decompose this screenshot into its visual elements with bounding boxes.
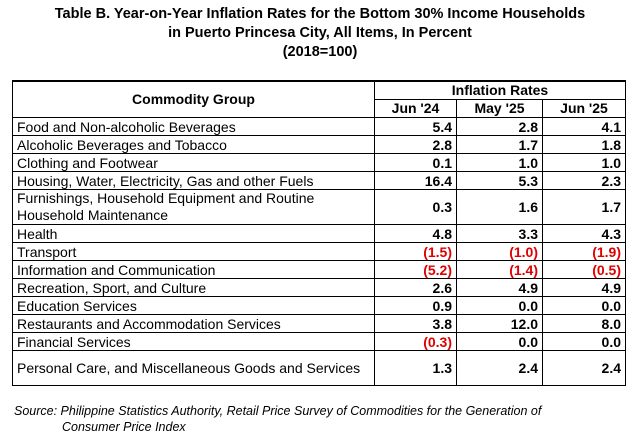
table-row: Housing, Water, Electricity, Gas and oth… bbox=[12, 171, 626, 190]
commodity-name: Financial Services bbox=[12, 332, 375, 351]
title-line-3: (2018=100) bbox=[282, 44, 358, 60]
table-row: Personal Care, and Miscellaneous Goods a… bbox=[12, 350, 626, 386]
rate-value: 3.3 bbox=[456, 224, 543, 243]
title-line-2: in Puerto Princesa City, All Items, In P… bbox=[168, 25, 472, 41]
rate-value: 1.0 bbox=[456, 153, 543, 172]
rate-value: 2.8 bbox=[456, 117, 543, 136]
source-line-2: Consumer Price Index bbox=[62, 420, 186, 434]
commodity-name: Personal Care, and Miscellaneous Goods a… bbox=[12, 350, 375, 386]
rate-value: (0.5) bbox=[542, 260, 626, 279]
table-row: Restaurants and Accommodation Services 3.… bbox=[12, 314, 626, 333]
inflation-rates-header: Inflation Rates bbox=[374, 80, 626, 100]
rate-value: 0.0 bbox=[542, 296, 626, 315]
commodity-name: Transport bbox=[12, 242, 375, 261]
rate-value: 2.4 bbox=[456, 350, 543, 386]
rate-value: 0.0 bbox=[542, 332, 626, 351]
commodity-group-header: Commodity Group bbox=[12, 80, 375, 118]
rate-value: 4.3 bbox=[542, 224, 626, 243]
commodity-name: Education Services bbox=[12, 296, 375, 315]
commodity-name: Information and Communication bbox=[12, 260, 375, 279]
rate-value: (0.3) bbox=[374, 332, 457, 351]
rate-value: 2.3 bbox=[542, 171, 626, 190]
commodity-name: Housing, Water, Electricity, Gas and oth… bbox=[12, 171, 375, 190]
rate-value: 1.7 bbox=[542, 189, 626, 225]
table-row: Health 4.8 3.3 4.3 bbox=[12, 224, 626, 243]
rate-value: 0.1 bbox=[374, 153, 457, 172]
rate-value: (1.0) bbox=[456, 242, 543, 261]
commodity-name: Recreation, Sport, and Culture bbox=[12, 278, 375, 297]
rate-value: (5.2) bbox=[374, 260, 457, 279]
rate-value: 12.0 bbox=[456, 314, 543, 333]
rate-value: 4.8 bbox=[374, 224, 457, 243]
rate-value: 5.3 bbox=[456, 171, 543, 190]
rate-value: (1.9) bbox=[542, 242, 626, 261]
table-row: Education Services 0.9 0.0 0.0 bbox=[12, 296, 626, 315]
column-header-jun-25: Jun '25 bbox=[542, 99, 626, 118]
rate-value: 0.3 bbox=[374, 189, 457, 225]
commodity-name: Clothing and Footwear bbox=[12, 153, 375, 172]
rate-value: 1.7 bbox=[456, 135, 543, 154]
commodity-name: Furnishings, Household Equipment and Rou… bbox=[12, 189, 375, 225]
rate-value: 1.0 bbox=[542, 153, 626, 172]
rate-value: 4.1 bbox=[542, 117, 626, 136]
rate-value: 4.9 bbox=[456, 278, 543, 297]
table-row: Recreation, Sport, and Culture 2.6 4.9 4.9 bbox=[12, 278, 626, 297]
table-body: Food and Non-alcoholic Beverages 5.4 2.8 4.… bbox=[12, 117, 626, 386]
commodity-name: Food and Non-alcoholic Beverages bbox=[12, 117, 375, 136]
table-row: Alcoholic Beverages and Tobacco 2.8 1.7 1.8 bbox=[12, 135, 626, 154]
rate-value: 1.8 bbox=[542, 135, 626, 154]
table-row: Information and Communication (5.2) (1.4)(… bbox=[12, 260, 626, 279]
column-header-may-25: May '25 bbox=[456, 99, 543, 118]
rate-value: 1.6 bbox=[456, 189, 543, 225]
inflation-table: Commodity Group Inflation Rates Jun '24 … bbox=[12, 80, 626, 386]
rate-value: 5.4 bbox=[374, 117, 457, 136]
rate-value: 0.0 bbox=[456, 332, 543, 351]
rate-value: 2.8 bbox=[374, 135, 457, 154]
source-note: Source: Philippine Statistics Authority,… bbox=[14, 403, 541, 435]
rate-value: 2.4 bbox=[542, 350, 626, 386]
rate-value: 16.4 bbox=[374, 171, 457, 190]
table-row: Transport (1.5) (1.0) (1.9) bbox=[12, 242, 626, 261]
table-row: Clothing and Footwear 0.1 1.0 1.0 bbox=[12, 153, 626, 172]
commodity-name: Alcoholic Beverages and Tobacco bbox=[12, 135, 375, 154]
commodity-name: Health bbox=[12, 224, 375, 243]
table-row: Food and Non-alcoholic Beverages 5.4 2.8 4.… bbox=[12, 117, 626, 136]
rate-value: (1.4) bbox=[456, 260, 543, 279]
column-header-jun-24: Jun '24 bbox=[374, 99, 457, 118]
rate-value: 8.0 bbox=[542, 314, 626, 333]
rate-value: 1.3 bbox=[374, 350, 457, 386]
table-row: Financial Services (0.3) 0.0 0.0 bbox=[12, 332, 626, 351]
rate-value: 4.9 bbox=[542, 278, 626, 297]
source-line-1: Source: Philippine Statistics Authority,… bbox=[14, 404, 542, 418]
commodity-name: Restaurants and Accommodation Services bbox=[12, 314, 375, 333]
table-title: Table B. Year-on-Year Inflation Rates fo… bbox=[0, 5, 640, 62]
rate-value: 2.6 bbox=[374, 278, 457, 297]
title-line-1: Table B. Year-on-Year Inflation Rates fo… bbox=[54, 6, 586, 22]
rate-value: (1.5) bbox=[374, 242, 457, 261]
rate-value: 0.9 bbox=[374, 296, 457, 315]
rate-value: 0.0 bbox=[456, 296, 543, 315]
rate-value: 3.8 bbox=[374, 314, 457, 333]
table-row: Furnishings, Household Equipment and Rou… bbox=[12, 189, 626, 225]
